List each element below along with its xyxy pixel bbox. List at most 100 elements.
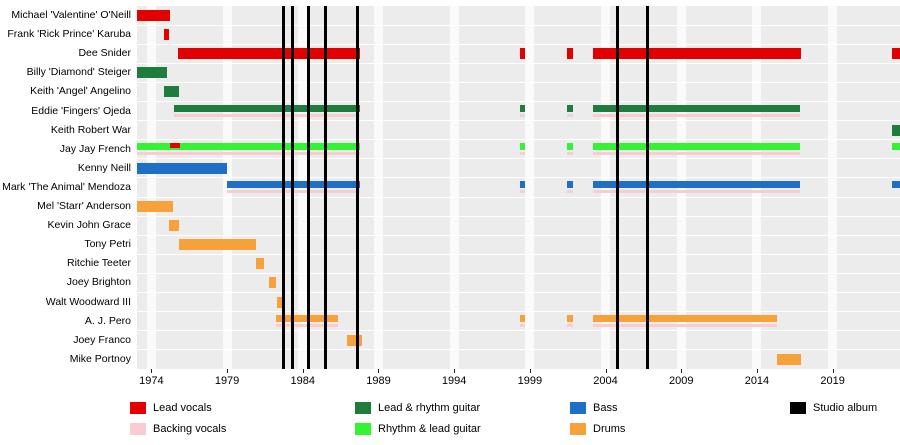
studio-album-line — [646, 6, 650, 369]
timeline-bar-backing_vocals — [520, 189, 526, 193]
timeline-bar-backing_vocals — [593, 113, 801, 117]
timeline-bar-lead_rhythm_guitar — [520, 104, 526, 112]
timeline-bar-backing_vocals — [227, 189, 361, 193]
legend-item: Drums — [570, 423, 625, 435]
legend-label: Studio album — [813, 402, 878, 414]
timeline-bar-lead_vocals — [177, 48, 361, 60]
timeline-bar-drums — [255, 258, 265, 270]
timeline-bar-drums — [168, 220, 180, 232]
timeline-bar-backing_vocals — [520, 323, 526, 327]
legend-swatch-bass — [570, 402, 586, 414]
timeline-plot-area — [137, 6, 900, 369]
timeline-bar-backing_vocals — [137, 151, 361, 155]
axis-tick-mark — [454, 369, 456, 373]
timeline-bar-drums — [137, 201, 174, 213]
timeline-bar-drums — [268, 277, 276, 289]
axis-tick-label: 1984 — [290, 375, 316, 387]
legend-label: Backing vocals — [153, 423, 227, 435]
timeline-bar-drums — [520, 314, 526, 322]
legend-swatch-drums — [570, 423, 586, 435]
timeline-bar-backing_vocals — [520, 151, 526, 155]
legend-label: Lead vocals — [153, 402, 212, 414]
x-axis: 1974 1979 1984 1989 1994 1999 2004 2009 2014 2019 — [0, 369, 900, 395]
timeline-bar-drums — [566, 314, 573, 322]
axis-tick-label: 2014 — [744, 375, 770, 387]
studio-album-line — [355, 6, 359, 369]
member-label: Walt Woodward III — [45, 295, 131, 308]
timeline-bar-drums — [776, 353, 801, 365]
member-label: Joey Brighton — [66, 276, 131, 289]
axis-tick-mark — [302, 369, 304, 373]
row-separator — [137, 196, 900, 198]
studio-album-line — [616, 6, 620, 369]
member-label: Mel 'Starr' Anderson — [37, 200, 131, 213]
axis-tick-mark — [605, 369, 607, 373]
row-separator — [137, 215, 900, 217]
row-separator — [137, 43, 900, 45]
timeline-bar-rhythm_lead_guitar — [593, 142, 801, 150]
timeline-bar-bass — [566, 180, 573, 188]
timeline-bar-lead_rhythm_guitar — [137, 67, 168, 79]
legend-label: Rhythm & lead guitar — [378, 423, 481, 435]
legend-item: Studio album — [790, 402, 877, 414]
member-label: Kevin John Grace — [47, 219, 131, 232]
axis-tick-mark — [832, 369, 834, 373]
timeline-bar-backing_vocals — [520, 113, 526, 117]
axis-tick-mark — [756, 369, 758, 373]
member-label: Billy 'Diamond' Steiger — [26, 66, 131, 79]
member-label: Frank 'Rick Prince' Karuba — [7, 28, 131, 41]
member-label: Ritchie Teeter — [66, 257, 131, 270]
legend-swatch-studio_album — [790, 402, 806, 414]
timeline-bar-bass — [227, 180, 361, 188]
timeline-bar-bass — [137, 162, 228, 174]
studio-album-line — [281, 6, 285, 369]
timeline-bar-lead_vocals — [520, 48, 526, 60]
legend-label: Lead & rhythm guitar — [378, 402, 481, 414]
legend-item: Rhythm & lead guitar — [355, 423, 481, 435]
studio-album-line — [307, 6, 311, 369]
legend-swatch-backing_vocals — [130, 423, 146, 435]
timeline-bar-lead_vocals — [137, 10, 170, 21]
timeline-bar-lead_rhythm_guitar — [174, 104, 361, 112]
timeline-bar-lead_vocals — [164, 29, 169, 41]
row-separator — [137, 311, 900, 313]
studio-album-line — [290, 6, 294, 369]
row-separator — [137, 24, 900, 26]
timeline-bar-bass — [892, 180, 900, 188]
member-label: Joey Franco — [73, 333, 131, 346]
grid-band — [828, 6, 838, 369]
member-label: Mark 'The Animal' Mendoza — [2, 180, 131, 193]
timeline-bar-backing_vocals — [174, 113, 361, 117]
timeline-bar-lead_vocals — [892, 48, 900, 60]
timeline-bar-rhythm_lead_guitar — [137, 142, 361, 150]
timeline-bar-lead_rhythm_guitar — [593, 104, 801, 112]
timeline-bar-bass — [593, 180, 801, 188]
timeline-bar-drums — [179, 239, 256, 251]
timeline-bar-bass — [520, 180, 526, 188]
timeline-bar-backing_vocals — [566, 189, 573, 193]
studio-album-line — [323, 6, 327, 369]
axis-tick-label: 1989 — [366, 375, 391, 387]
member-labels-column: Michael 'Valentine' O'Neill Frank 'Rick P… — [0, 6, 134, 369]
legend-swatch-rhythm_lead_guitar — [355, 423, 371, 435]
timeline-bar-drums — [277, 296, 282, 308]
timeline-bar-rhythm_lead_guitar — [520, 142, 526, 150]
timeline-bar-backing_vocals — [566, 151, 573, 155]
row-separator — [137, 234, 900, 236]
axis-tick-label: 1979 — [214, 375, 240, 387]
axis-tick-mark — [378, 369, 380, 373]
legend-swatch-lead_rhythm_guitar — [355, 402, 371, 414]
timeline-bar-backing_vocals — [275, 323, 338, 327]
member-label: A. J. Pero — [84, 314, 131, 327]
legend-item: Lead & rhythm guitar — [355, 402, 480, 414]
member-label: Keith Robert War — [50, 123, 131, 136]
axis-tick-label: 2004 — [593, 375, 618, 387]
axis-tick-mark — [151, 369, 153, 373]
axis-tick-label: 2009 — [668, 375, 694, 387]
legend-item: Bass — [570, 402, 617, 414]
timeline-bar-drums — [275, 314, 338, 322]
timeline-bar-backing_vocals — [566, 113, 573, 117]
member-label: Keith 'Angel' Angelino — [30, 85, 131, 98]
row-separator — [137, 349, 900, 351]
timeline-bar-backing_vocals — [593, 151, 801, 155]
